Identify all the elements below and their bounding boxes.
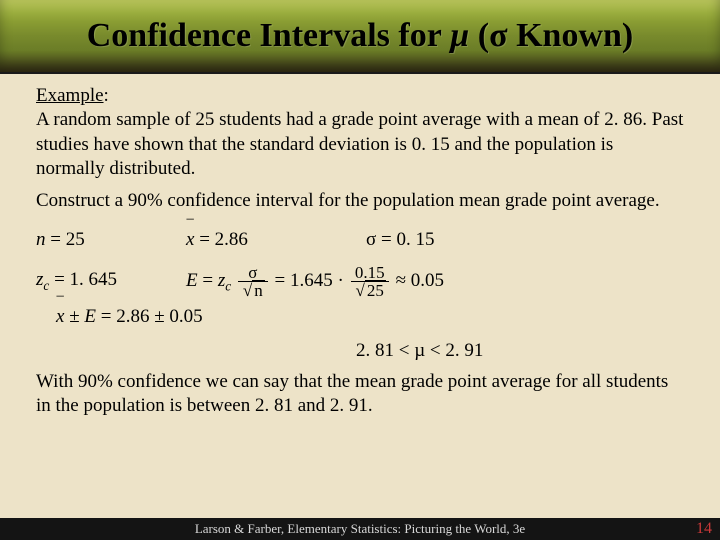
example-colon: : — [104, 85, 109, 106]
fraction-1: σ n — [238, 264, 268, 299]
sigma-value: = 0. 15 — [376, 229, 434, 250]
zc-given: zc = 1. 645 — [36, 268, 186, 294]
footer-bar: Larson & Farber, Elementary Statistics: … — [0, 518, 720, 540]
error-formula: E = zc σ n = 1.645 · 0.15 25 ≈ 0.05 — [186, 264, 444, 299]
fraction-2: 0.15 25 — [351, 264, 389, 299]
title-sigma: σ — [489, 17, 508, 54]
n-given: n = 25 — [36, 228, 186, 252]
title-middle: ( — [469, 17, 489, 54]
title-bar: Confidence Intervals for µ (σ Known) — [0, 0, 720, 74]
title-suffix: Known) — [508, 17, 634, 54]
formula-result: ≈ 0.05 — [396, 270, 444, 291]
title-mu: µ — [450, 17, 470, 54]
formula-zc-sub: c — [225, 279, 231, 294]
sigma-given: σ = 0. 15 — [366, 228, 434, 252]
title-prefix: Confidence Intervals for — [87, 17, 450, 54]
frac2-den: 25 — [351, 282, 389, 299]
example-block: Example: A random sample of 25 students … — [36, 84, 684, 181]
slide-content: Example: A random sample of 25 students … — [0, 74, 720, 418]
xbar-symbol: x — [186, 228, 194, 252]
slide-number: 14 — [696, 520, 712, 538]
xbar-pm-E: x ± E = 2.86 ± 0.05 — [36, 305, 356, 329]
eq-sign-1: = — [198, 270, 218, 291]
xbar-symbol-2: x — [56, 305, 64, 329]
given-row-1: n = 25 x = 2.86 σ = 0. 15 — [36, 228, 684, 252]
interval-result: 2. 81 < µ < 2. 91 — [36, 339, 684, 363]
xbar-given: x = 2.86 — [186, 228, 366, 252]
n-value: = 25 — [46, 229, 85, 250]
pm-sign: ± — [64, 306, 84, 327]
E-symbol: E — [186, 270, 198, 291]
slide-title: Confidence Intervals for µ (σ Known) — [87, 17, 634, 55]
zc-value: = 1. 645 — [49, 269, 117, 290]
construct-text: Construct a 90% confidence interval for … — [36, 189, 684, 213]
frac1-den: n — [238, 282, 268, 299]
example-label: Example — [36, 85, 104, 106]
footer-citation: Larson & Farber, Elementary Statistics: … — [195, 521, 525, 537]
conclusion-text: With 90% confidence we can say that the … — [36, 370, 684, 419]
xbar-value: = 2.86 — [194, 229, 247, 250]
interval-computation: x ± E = 2.86 ± 0.05 — [36, 305, 684, 329]
E-symbol-2: E — [84, 306, 96, 327]
problem-text: A random sample of 25 students had a gra… — [36, 109, 683, 179]
interval-eq: = 2.86 ± 0.05 — [96, 306, 203, 327]
given-row-2: zc = 1. 645 E = zc σ n = 1.645 · 0.15 25… — [36, 264, 684, 299]
formula-const: = 1.645 · — [274, 270, 348, 291]
sigma-symbol: σ — [366, 229, 376, 250]
n-symbol: n — [36, 229, 46, 250]
